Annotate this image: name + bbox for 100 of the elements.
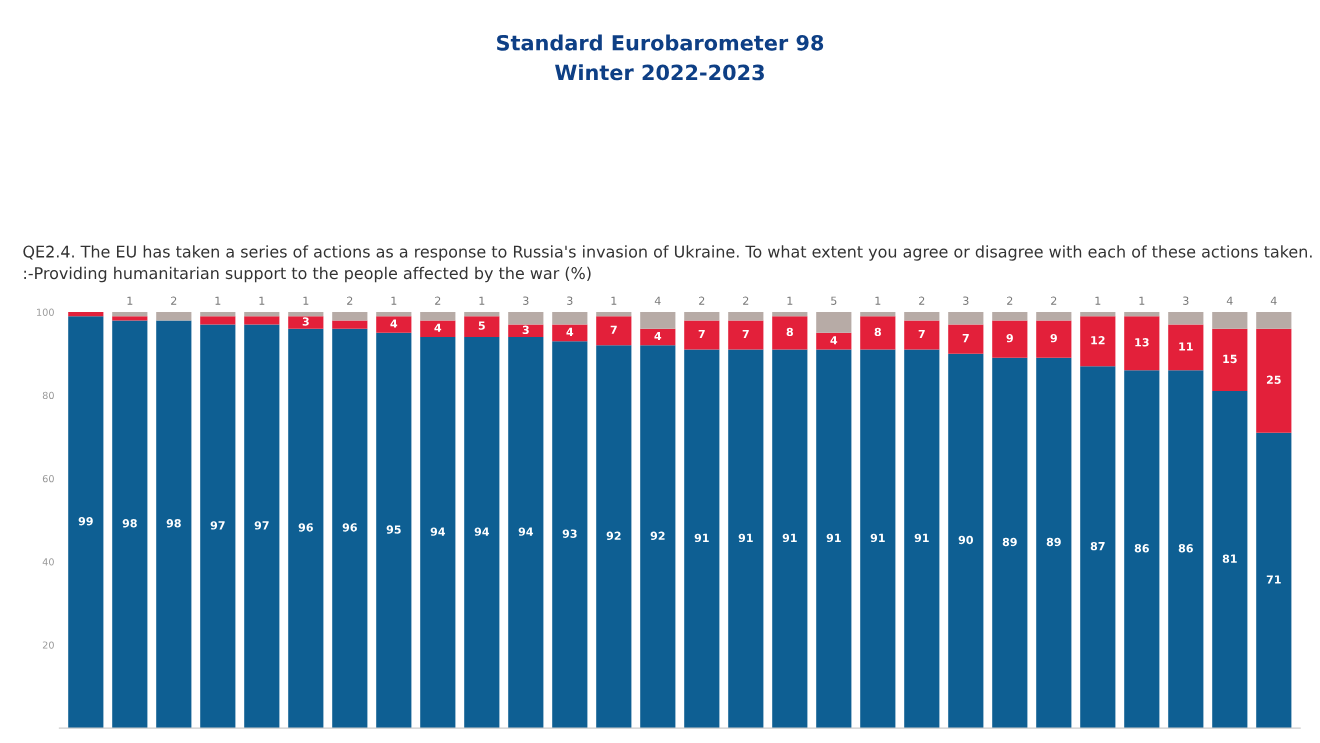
data-label: 97 xyxy=(254,521,269,530)
data-label: 5 xyxy=(478,321,485,330)
data-label: 91 xyxy=(914,533,929,543)
data-label: 1 xyxy=(875,296,881,305)
data-label: 2 xyxy=(699,296,705,305)
data-label: 1 xyxy=(391,296,397,305)
y-tick-label: 60 xyxy=(42,474,54,483)
bar xyxy=(772,349,808,729)
bar xyxy=(728,320,764,350)
bar xyxy=(376,332,412,729)
bar xyxy=(860,312,896,317)
data-label: 4 xyxy=(390,319,398,328)
data-label: 3 xyxy=(567,296,573,305)
bar xyxy=(200,312,236,317)
bar xyxy=(464,316,500,338)
data-label: 92 xyxy=(606,531,621,540)
bar xyxy=(68,316,104,729)
bar xyxy=(640,328,676,346)
bar xyxy=(1036,320,1072,358)
data-label: 11 xyxy=(1179,342,1193,351)
bar xyxy=(860,349,896,729)
bar xyxy=(1212,328,1248,392)
bar xyxy=(508,312,544,325)
bar xyxy=(1124,370,1160,729)
data-label: 94 xyxy=(474,527,490,536)
bar xyxy=(332,312,368,321)
chart-subtitle: QE2.4. The EU has taken a series of actions as a response to Russia's invasion of Ukraine. To what extent you agree or disagree with each of these actions taken. :-Providing humanitarian support to the people affected by the war (%) xyxy=(23,245,1312,283)
bar xyxy=(684,312,720,321)
data-label: 98 xyxy=(166,519,181,528)
bar xyxy=(816,332,852,350)
bar xyxy=(332,320,368,329)
bar xyxy=(420,320,456,338)
bar xyxy=(464,337,500,729)
data-label: 97 xyxy=(210,521,225,530)
data-label: 1 xyxy=(479,296,485,305)
bar xyxy=(376,312,412,317)
data-label: 4 xyxy=(1226,296,1233,305)
bar xyxy=(552,324,588,342)
bar xyxy=(684,320,720,350)
bar xyxy=(684,349,720,729)
data-label: 2 xyxy=(347,296,353,305)
bar xyxy=(508,324,544,338)
bar xyxy=(244,324,280,729)
data-label: 87 xyxy=(1090,541,1105,551)
bar xyxy=(640,312,676,329)
y-tick-label: 100 xyxy=(37,308,54,316)
data-label: 91 xyxy=(738,533,753,543)
data-label: 89 xyxy=(1046,537,1061,547)
chart-title: Standard Eurobarometer 98 Winter 2022-2023 xyxy=(497,34,824,81)
data-label: 25 xyxy=(1266,375,1281,384)
data-label: 4 xyxy=(1270,296,1277,305)
bar xyxy=(948,312,984,325)
bar xyxy=(200,324,236,729)
bar xyxy=(816,349,852,729)
data-label: 98 xyxy=(122,519,137,528)
data-label: 94 xyxy=(518,527,534,536)
data-label: 2 xyxy=(743,296,749,305)
data-label: 91 xyxy=(870,533,885,543)
bar xyxy=(156,320,192,729)
bar xyxy=(992,320,1028,358)
data-label: 8 xyxy=(786,327,793,337)
data-label: 1 xyxy=(259,296,265,305)
bar xyxy=(1256,312,1292,329)
bar xyxy=(772,312,808,317)
data-label: 86 xyxy=(1178,544,1193,553)
data-label: 4 xyxy=(654,331,662,341)
bar xyxy=(904,349,940,729)
bar xyxy=(1168,312,1204,325)
data-label: 94 xyxy=(430,527,446,536)
bar xyxy=(552,312,588,325)
bar xyxy=(728,349,764,729)
data-label: 12 xyxy=(1091,336,1105,345)
data-label: 7 xyxy=(610,325,617,334)
y-tick-label: 40 xyxy=(42,558,54,566)
data-label: 7 xyxy=(918,329,925,339)
data-label: 99 xyxy=(78,517,93,526)
bar xyxy=(112,312,148,317)
bar xyxy=(1168,370,1204,729)
bar xyxy=(420,312,456,321)
bar xyxy=(948,324,984,354)
data-label: 4 xyxy=(654,296,661,305)
bar xyxy=(332,328,368,729)
bar xyxy=(860,316,896,350)
data-label: 96 xyxy=(342,523,357,532)
data-label: 1 xyxy=(215,296,221,305)
y-tick-label: 80 xyxy=(42,391,54,400)
data-label: 13 xyxy=(1135,338,1149,347)
data-label: 3 xyxy=(522,325,529,335)
data-label: 9 xyxy=(1006,333,1013,343)
data-label: 89 xyxy=(1002,537,1017,547)
bar xyxy=(992,357,1028,729)
bar xyxy=(420,337,456,729)
data-label: 3 xyxy=(963,296,969,305)
bar xyxy=(288,316,324,329)
bar xyxy=(992,312,1028,321)
bar xyxy=(640,345,676,729)
bar xyxy=(464,312,500,317)
bar xyxy=(948,353,984,729)
data-label: 93 xyxy=(562,529,577,538)
data-label: 5 xyxy=(831,296,837,305)
